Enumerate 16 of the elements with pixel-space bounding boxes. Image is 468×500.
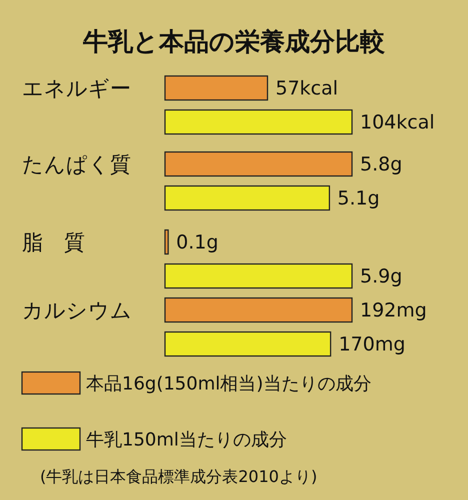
- chart-title: 牛乳と本品の栄養成分比較: [82, 27, 386, 56]
- category-label: エネルギー: [22, 76, 131, 100]
- data-label: 0.1g: [176, 232, 218, 254]
- legend-label: 本品16g(150ml相当)当たりの成分: [86, 373, 372, 394]
- category-label: カルシウム: [22, 298, 132, 322]
- category-label: 脂 質: [22, 230, 85, 254]
- category-label: たんぱく質: [22, 152, 131, 176]
- data-label: 192mg: [360, 300, 427, 322]
- data-label: 5.8g: [360, 154, 402, 176]
- legend-label: 牛乳150ml当たりの成分: [86, 429, 287, 450]
- data-label: 5.9g: [360, 266, 402, 288]
- text: (牛乳は日本食品標準成分表2010より): [40, 467, 318, 486]
- data-label: 104kcal: [360, 112, 435, 134]
- data-label: 57kcal: [275, 78, 338, 100]
- data-label: 170mg: [338, 334, 406, 356]
- data-label: 5.1g: [337, 188, 380, 210]
